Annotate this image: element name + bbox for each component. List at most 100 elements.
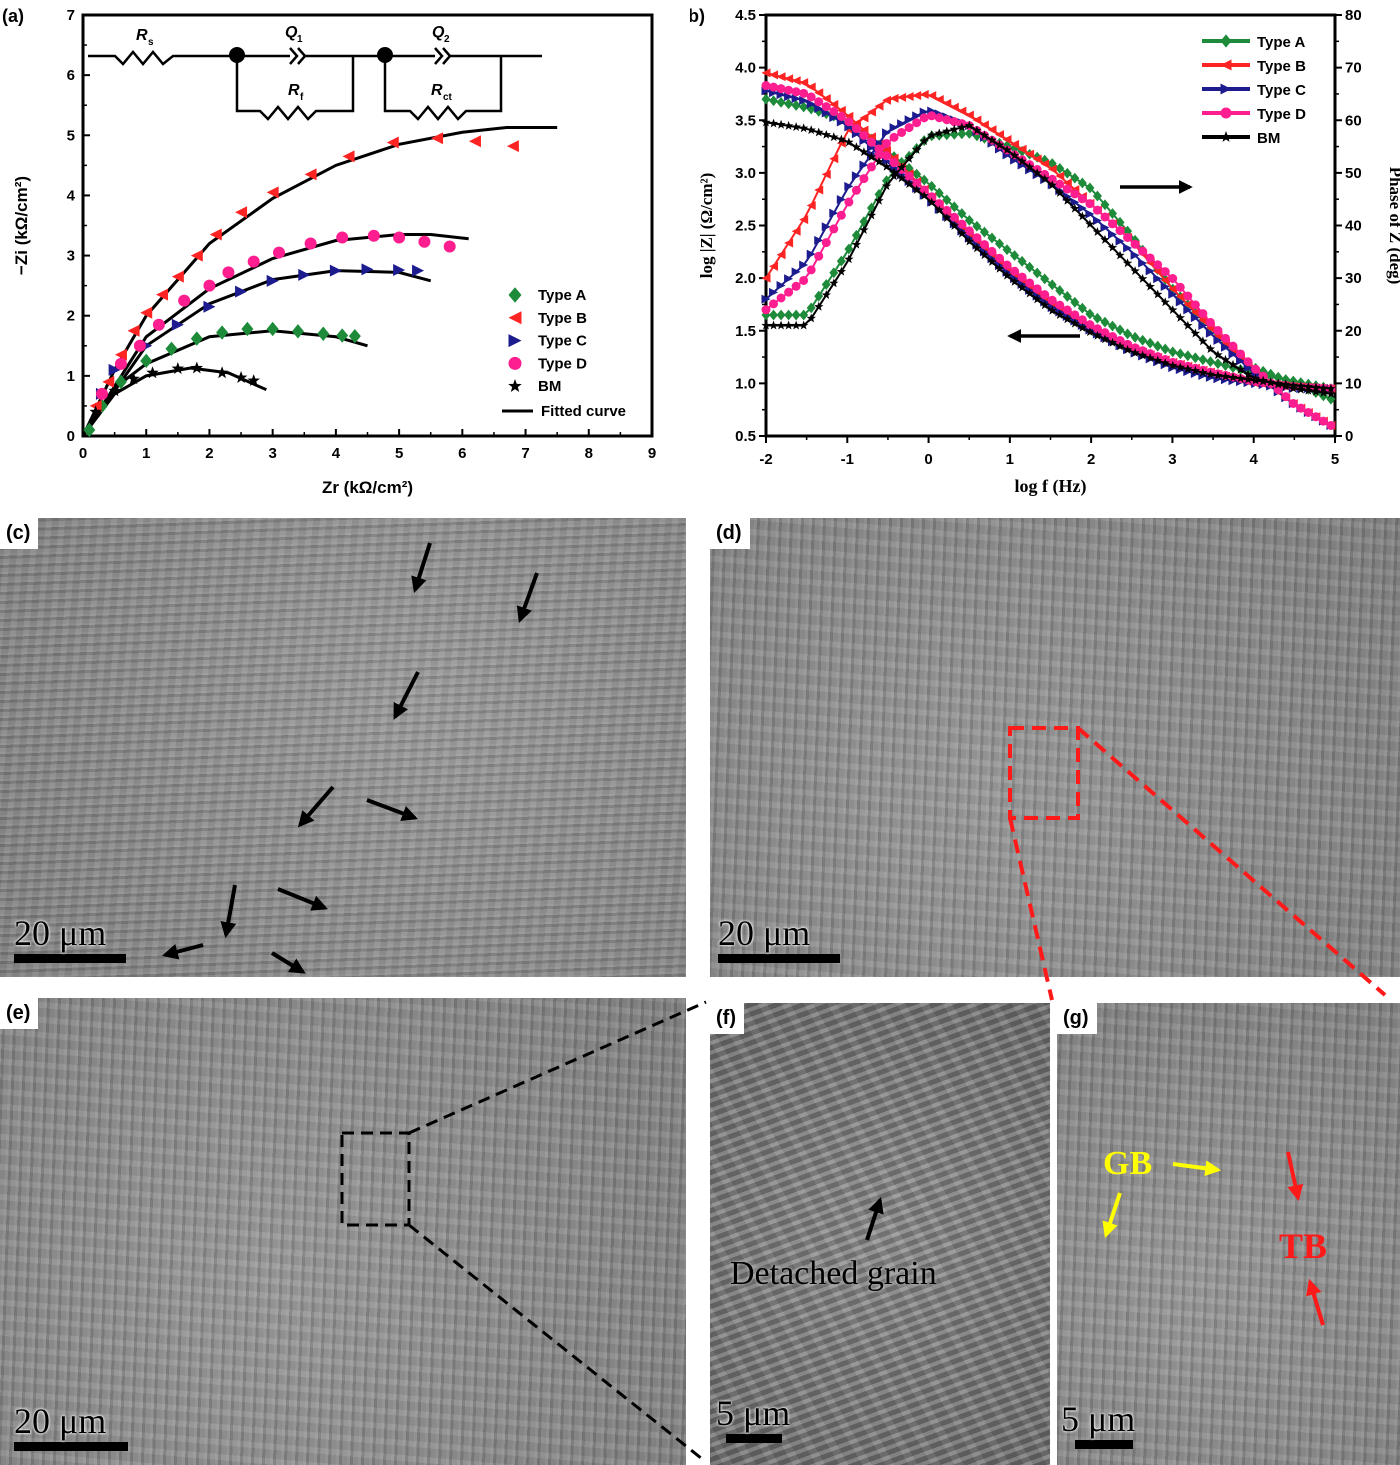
data-point: [1138, 346, 1148, 356]
data-point: [1213, 358, 1223, 369]
data-point: [1032, 168, 1042, 178]
data-point: [1040, 290, 1050, 300]
data-point: [1228, 372, 1238, 382]
data-point: [1220, 375, 1230, 385]
data-point: [972, 240, 982, 250]
data-point: [1130, 345, 1140, 355]
data-point: [1002, 145, 1012, 155]
data-point: [776, 96, 786, 108]
data-point: [859, 216, 869, 228]
data-point: [949, 220, 960, 230]
data-point: [1236, 377, 1246, 387]
data-point: [904, 169, 914, 179]
data-point: [140, 353, 153, 369]
data-point: [1002, 134, 1012, 144]
data-point: [776, 90, 786, 100]
data-point: [1092, 205, 1102, 215]
data-point: [1002, 265, 1012, 275]
data-point: [1145, 254, 1155, 266]
data-point: [987, 135, 997, 145]
data-point: [776, 250, 786, 260]
data-point: [1010, 266, 1020, 276]
data-point: [761, 273, 771, 283]
data-point: [1085, 308, 1095, 320]
scale-bar-d: 20 μm: [718, 912, 840, 963]
data-point: [1092, 330, 1103, 340]
data-point: [1123, 342, 1133, 352]
data-point: [934, 94, 944, 104]
data-point: [1205, 322, 1215, 334]
data-point: [241, 321, 254, 337]
data-point: [146, 366, 159, 379]
data-point: [769, 88, 779, 98]
data-point: [896, 162, 907, 172]
data-point: [942, 208, 952, 218]
data-point: [1107, 242, 1118, 252]
x-tick-label: 5: [1331, 451, 1339, 468]
data-point: [1258, 377, 1268, 387]
data-point: [836, 105, 846, 115]
data-point: [987, 232, 997, 244]
series-type-c: [95, 263, 425, 400]
data-point: [934, 129, 944, 141]
sem-image-g: (g) GB TB 5 μm: [1057, 1003, 1400, 1465]
data-point: [393, 264, 406, 277]
data-point: [942, 129, 952, 141]
data-point: [957, 228, 967, 238]
data-point: [761, 305, 771, 315]
data-point: [1160, 281, 1170, 291]
series-bm-phase: [761, 120, 1336, 398]
data-point: [1137, 350, 1148, 360]
data-point: [829, 278, 839, 288]
data-point: [798, 123, 809, 133]
data-point: [994, 140, 1005, 150]
data-point: [1070, 310, 1080, 320]
data-point: [1062, 310, 1072, 320]
data-point: [979, 245, 989, 255]
data-point: [1258, 375, 1268, 385]
data-point: [1145, 253, 1155, 263]
data-point: [1175, 359, 1185, 369]
data-point: [1145, 349, 1155, 359]
data-point: [190, 331, 203, 346]
data-point: [1122, 344, 1133, 354]
data-point: [1100, 316, 1110, 328]
data-point: [949, 117, 959, 127]
data-point: [1085, 320, 1095, 330]
series-line: [765, 71, 1331, 390]
data-point: [912, 118, 922, 128]
y-tick-label: 2.5: [735, 218, 756, 235]
data-point: [814, 290, 824, 302]
data-point: [1085, 198, 1095, 208]
data-point: [934, 187, 944, 199]
data-point: [874, 101, 884, 111]
sem-image-f: (f) Detached grain 5 μm: [710, 1003, 1050, 1465]
data-point: [1055, 305, 1065, 315]
data-point: [799, 215, 809, 225]
data-point: [178, 294, 191, 307]
scale-bar-e: 20 μm: [14, 1400, 128, 1451]
data-point: [821, 169, 831, 179]
data-point: [1175, 291, 1185, 303]
data-point: [1100, 332, 1110, 342]
data-point: [1318, 383, 1328, 393]
data-point: [987, 256, 997, 266]
data-point: [1266, 378, 1276, 388]
data-point: [844, 181, 854, 191]
data-point: [1017, 255, 1027, 267]
data-point: [1092, 329, 1102, 339]
data-point: [1107, 332, 1117, 342]
data-point: [897, 119, 907, 129]
data-point: [1062, 305, 1072, 315]
data-point: [911, 184, 922, 194]
data-point: [1220, 342, 1230, 352]
data-point: [1145, 258, 1155, 268]
data-point: [934, 200, 944, 210]
data-point: [1032, 170, 1042, 180]
data-point: [1326, 384, 1336, 394]
data-point: [1190, 300, 1200, 310]
gb-label: GB: [1103, 1145, 1153, 1182]
data-point: [1077, 191, 1087, 201]
data-point: [1213, 370, 1223, 380]
circuit-label-rf: R: [288, 82, 300, 99]
